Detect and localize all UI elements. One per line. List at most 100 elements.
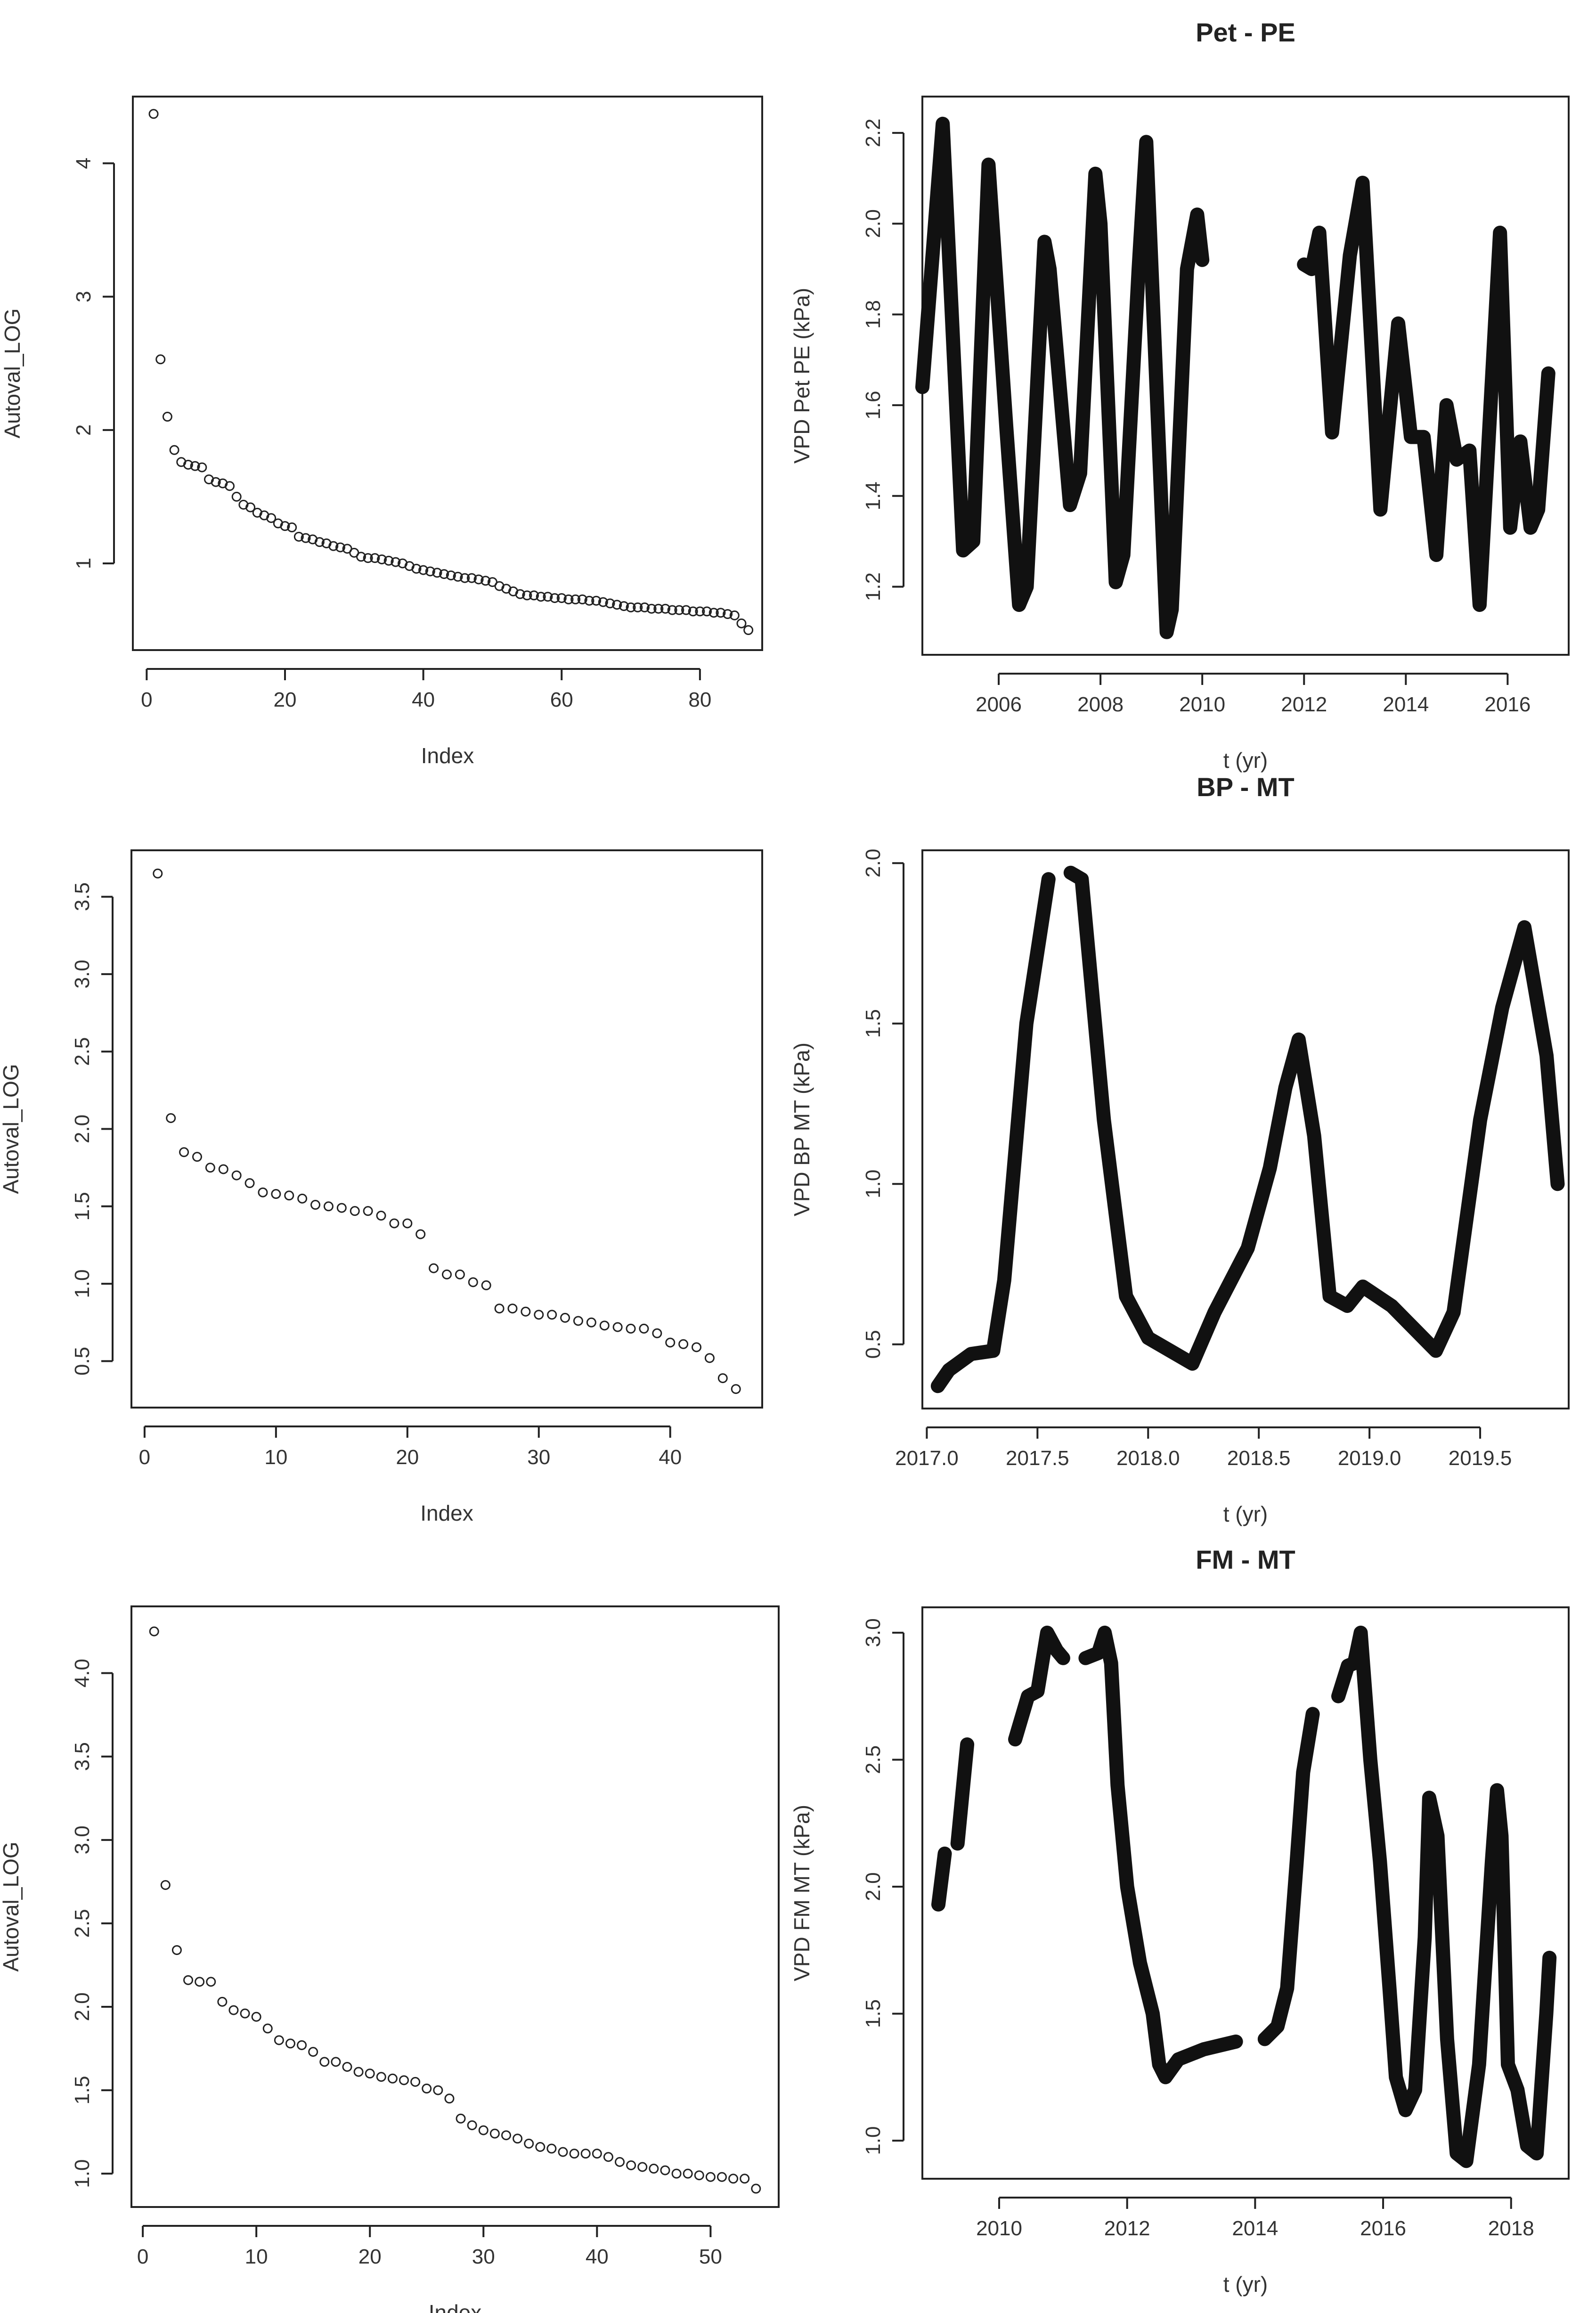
chart-1-point (591, 595, 602, 606)
chart-3-x-tick-label: 10 (264, 1446, 287, 1469)
chart-5-y-tick-label: 2.0 (71, 1992, 94, 2021)
chart-5-point (410, 2077, 421, 2087)
chart-3-y-tick-label: 3.5 (71, 882, 94, 911)
chart-5-point (546, 2143, 557, 2154)
chart-4-y-tick-label: 1.0 (862, 1170, 885, 1198)
chart-6-series-1 (931, 1846, 952, 1912)
chart-3-point (573, 1316, 583, 1326)
chart-5-point (717, 2172, 727, 2182)
chart-3-point (429, 1263, 439, 1273)
chart-1-y-tick-label: 2 (72, 424, 95, 436)
chart-1-point (446, 570, 456, 580)
chart-5-x-tick-label: 30 (472, 2245, 495, 2268)
chart-1-y-label: Autoval_LOG (0, 308, 24, 438)
chart-5-y-tick-label: 1.0 (71, 2159, 94, 2188)
chart-3-x-label: Index (420, 1501, 473, 1525)
chart-3-point (363, 1206, 373, 1216)
chart-3-y-tick-label: 0.5 (71, 1347, 94, 1376)
chart-5-point (580, 2149, 591, 2159)
chart-5-point (467, 2120, 477, 2130)
chart-1-point (466, 573, 477, 583)
chart-1-point (736, 618, 747, 628)
chart-1-point (667, 605, 677, 615)
chart-3-point (704, 1353, 715, 1363)
chart-2-x-tick-label: 2008 (1077, 693, 1124, 716)
chart-1-point (363, 553, 373, 563)
chart-5-point (615, 2157, 625, 2167)
chart-5-point (728, 2174, 739, 2184)
chart-3-point (586, 1317, 596, 1328)
chart-1-point (681, 605, 692, 615)
chart-6-series-3 (1008, 1625, 1070, 1747)
chart-3-point (547, 1310, 557, 1320)
chart-1-point (391, 557, 401, 567)
chart-2-x-tick-label: 2006 (976, 693, 1022, 716)
chart-3-point (534, 1310, 544, 1320)
chart-5-x-tick-label: 0 (137, 2245, 148, 2268)
chart-5-point (444, 2093, 455, 2104)
chart-5-y-tick-label: 3.0 (71, 1825, 94, 1854)
chart-1-point (653, 603, 664, 614)
chart-5-point (705, 2172, 716, 2182)
chart-4-x-tick-label: 2019.0 (1338, 1447, 1401, 1470)
chart-1-point (280, 521, 290, 531)
chart-1-point (688, 606, 698, 617)
chart-3-point (626, 1323, 636, 1334)
chart-5-y-label: Autoval_LOG (0, 1841, 23, 1971)
chart-1-point (418, 565, 429, 575)
chart-5-point (660, 2165, 670, 2175)
chart-5-x-label: Index (429, 2300, 482, 2313)
chart-6-series-6 (1331, 1625, 1557, 2168)
chart-1-point (335, 542, 345, 553)
chart-5-point (149, 1626, 159, 1637)
chart-2-y-tick-label: 2.2 (862, 118, 885, 147)
chart-5-point (592, 2149, 602, 2159)
chart-1-point (453, 571, 463, 582)
chart-5-y-tick-label: 2.5 (71, 1909, 94, 1938)
chart-1-point (743, 625, 754, 635)
chart-3-point (612, 1322, 623, 1332)
chart-5-point (683, 2168, 693, 2179)
chart-4-y-tick-label: 2.0 (862, 849, 885, 878)
chart-1-point (425, 566, 435, 577)
chart-5-point (569, 2149, 579, 2159)
chart-6-x-tick-label: 2016 (1360, 2217, 1406, 2240)
chart-4-plot-frame (921, 849, 1570, 1409)
chart-3-point (639, 1323, 649, 1334)
chart-1-point (702, 606, 712, 617)
chart-3-point (166, 1113, 176, 1123)
chart-5-point (376, 2072, 386, 2082)
chart-5-point (558, 2147, 568, 2157)
chart-1-point (439, 569, 449, 579)
chart-1-point (543, 592, 553, 602)
chart-3-point (205, 1163, 215, 1173)
chart-2-x-tick-label: 2016 (1484, 693, 1531, 716)
chart-5-point (489, 2128, 500, 2139)
chart-5-point (297, 2040, 307, 2050)
chart-5-x-tick-label: 50 (699, 2245, 722, 2268)
chart-2-y-tick-label: 1.2 (862, 572, 885, 601)
chart-4-y-label: VPD BP MT (kPa) (790, 1042, 814, 1216)
chart-1-x-tick-label: 0 (141, 688, 152, 711)
chart-5-point (456, 2113, 466, 2124)
chart-1-point (570, 594, 581, 604)
chart-1-point (377, 554, 387, 564)
chart-1-point (515, 589, 525, 599)
chart-1-x-tick-label: 20 (274, 688, 297, 711)
chart-1-point (605, 598, 615, 609)
chart-5-y-tick-label: 1.5 (71, 2076, 94, 2104)
chart-1-point (660, 603, 670, 614)
chart-4: BP - MT 2017.0 2017.5 2018.0 2018.5 2019.0 201… (790, 772, 1570, 1526)
chart-4-x-tick-label: 2017.0 (895, 1447, 959, 1470)
chart-3-point (310, 1200, 321, 1210)
chart-3-y-tick-label: 2.0 (71, 1115, 94, 1143)
chart-6-y-tick-label: 1.5 (862, 1999, 885, 2028)
chart-2-series-1 (915, 116, 1210, 639)
chart-5-point (694, 2170, 704, 2181)
chart-1-point (536, 592, 546, 602)
chart-5-point (353, 2067, 364, 2077)
chart-6-x-tick-label: 2012 (1104, 2217, 1150, 2240)
chart-5-point (433, 2085, 443, 2095)
chart-4-title: BP - MT (1197, 772, 1294, 802)
chart-2-y-tick-label: 1.4 (862, 481, 885, 510)
